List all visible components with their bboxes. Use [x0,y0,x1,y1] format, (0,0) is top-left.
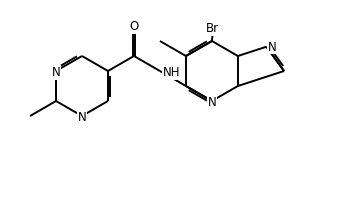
Text: N: N [208,96,216,109]
Text: N: N [52,66,61,79]
Text: N: N [267,41,276,54]
Text: Br: Br [206,22,219,35]
Text: NH: NH [163,66,181,79]
Text: N: N [78,111,86,124]
Text: O: O [129,20,139,33]
